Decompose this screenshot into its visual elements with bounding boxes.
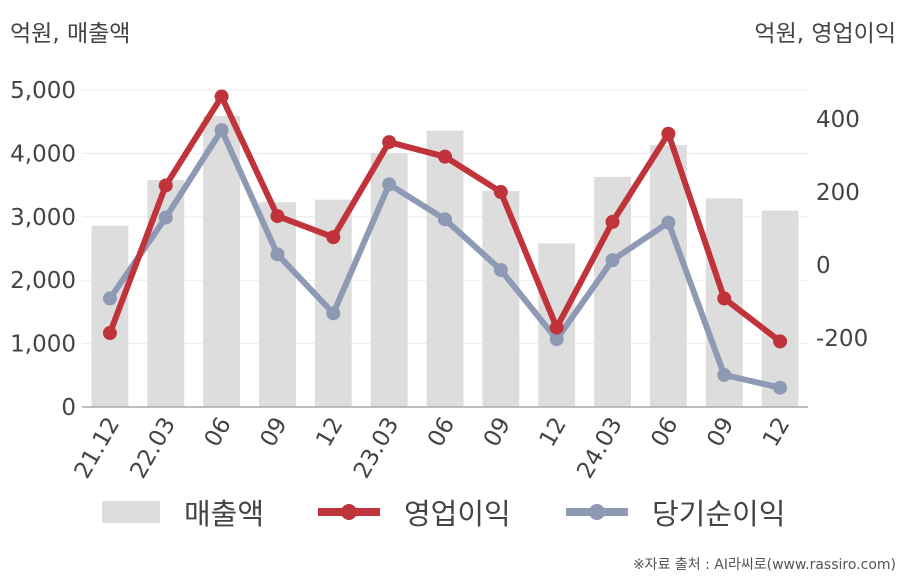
net-income-point	[158, 210, 173, 225]
net-income-point	[549, 332, 564, 347]
net-income-point	[493, 262, 508, 277]
right-axis-tick-label: 400	[816, 107, 860, 133]
operating-profit-point	[549, 320, 564, 335]
legend: 매출액 영업이익 당기순이익	[0, 490, 908, 534]
combo-chart: 0 1,000 2,000 3,000 4,000 5,000 -200 0 200 400 21.…	[10, 78, 868, 480]
x-axis-tick-label: 06	[423, 413, 460, 451]
operating-profit-point	[493, 185, 508, 200]
source-note: ※자료 출처 : AI라씨로(www.rassiro.com)	[632, 557, 896, 573]
left-axis-tick-label: 3,000	[10, 205, 76, 231]
net-income-point	[102, 291, 117, 306]
operating-profit-point	[270, 209, 285, 224]
operating-profit-point	[605, 214, 620, 229]
net-income-point	[326, 306, 341, 321]
bar-sales	[594, 176, 631, 407]
net-income-point	[214, 123, 229, 138]
x-axis-tick-label: 12	[758, 413, 795, 451]
x-axis-tick-label: 22.03	[126, 413, 181, 480]
operating-profit-point	[438, 149, 452, 164]
x-axis-tick-label: 12	[311, 413, 348, 451]
net-income-point	[661, 215, 676, 230]
right-axis-tick-label: 200	[816, 180, 860, 206]
x-axis-tick-label: 09	[256, 413, 293, 451]
bar-sales	[649, 145, 687, 407]
bar-sales	[91, 225, 129, 407]
legend-item-sales: 매출액	[102, 490, 264, 534]
right-axis-tick-label: 0	[816, 253, 831, 279]
net-income-point	[717, 367, 732, 382]
x-axis-tick-label: 09	[479, 413, 516, 451]
right-axis-unit: 억원, 영업이익	[754, 21, 896, 47]
left-axis-tick-label: 4,000	[10, 141, 76, 167]
net-income-point	[605, 253, 620, 268]
legend-item-net-income: 당기순이익	[566, 490, 785, 534]
net-income-point	[382, 177, 397, 192]
net-income-point	[773, 380, 788, 395]
legend-item-operating-profit: 영업이익	[318, 490, 511, 534]
x-axis-tick-label: 23.03	[349, 413, 404, 480]
left-axis-unit: 억원, 매출액	[10, 21, 131, 47]
bar-sales	[259, 202, 296, 407]
operating-profit-point	[102, 326, 117, 341]
legend-label-operating-profit: 영업이익	[404, 497, 511, 531]
left-axis-tick-label: 1,000	[10, 332, 76, 358]
operating-profit-point	[661, 126, 676, 141]
left-axis-tick-label: 0	[61, 395, 76, 421]
bar-sales	[426, 130, 464, 408]
x-axis-tick-label: 24.03	[572, 413, 627, 480]
net-income-point	[438, 212, 452, 227]
bar-sales	[761, 210, 799, 407]
x-axis-tick-label: 21.12	[70, 413, 125, 480]
x-axis-tick-label: 12	[535, 413, 572, 451]
legend-label-sales: 매출액	[184, 497, 265, 531]
x-axis-tick-label: 06	[646, 413, 683, 451]
x-axis-tick-label: 06	[200, 413, 237, 451]
right-axis-tick-label: -200	[816, 326, 868, 352]
net-income-point	[270, 247, 285, 262]
legend-label-net-income: 당기순이익	[652, 497, 786, 531]
operating-profit-point	[382, 135, 397, 150]
operating-profit-point	[158, 178, 173, 193]
operating-profit-point	[773, 334, 788, 349]
operating-profit-point	[326, 230, 341, 245]
bar-sales	[370, 153, 408, 407]
operating-profit-point	[214, 89, 229, 104]
left-axis-tick-label: 2,000	[10, 268, 76, 294]
legend-swatch-operating-profit	[318, 501, 380, 523]
operating-profit-point	[717, 291, 732, 306]
legend-swatch-net-income	[566, 501, 628, 523]
x-axis-tick-label: 09	[702, 413, 739, 451]
legend-swatch-sales	[102, 501, 160, 523]
left-axis-tick-label: 5,000	[10, 78, 76, 104]
